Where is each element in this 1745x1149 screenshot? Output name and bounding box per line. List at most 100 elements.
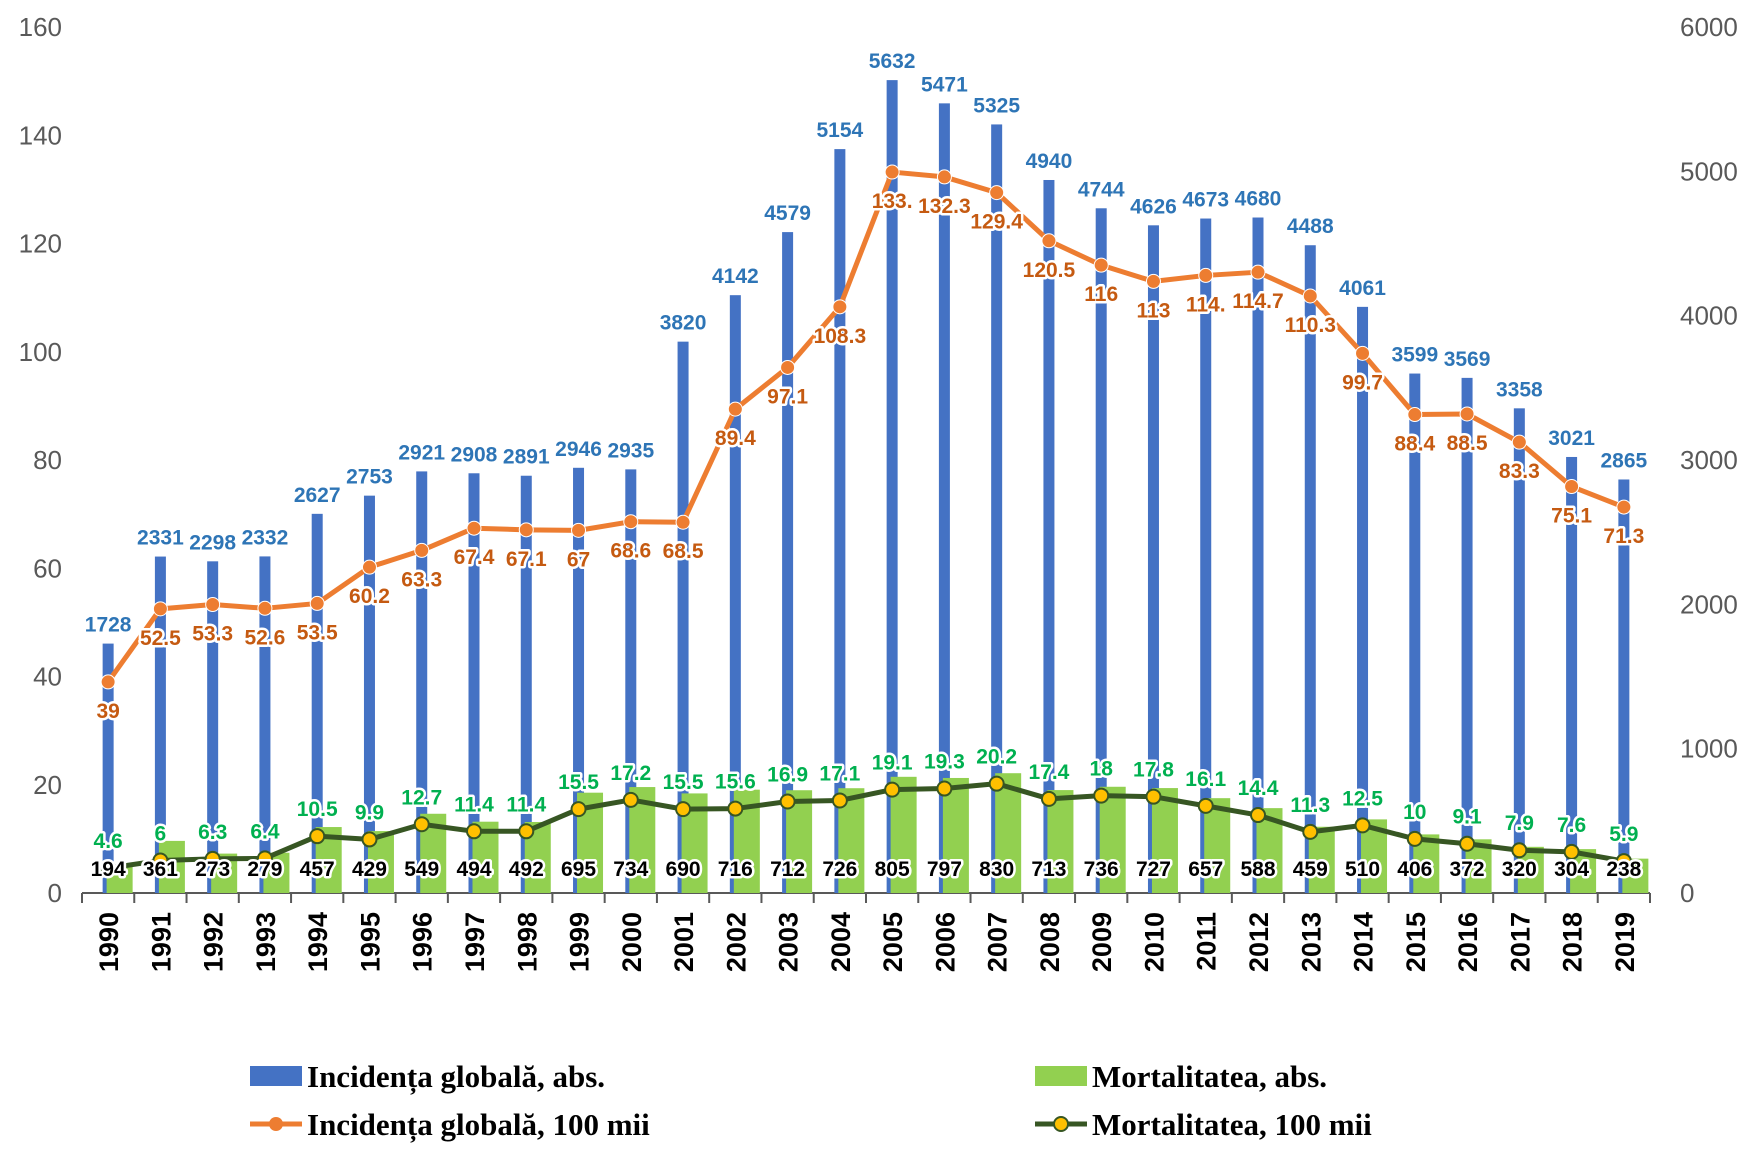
label-incidence-100k: 67 <box>567 548 590 571</box>
point-incidence-100k <box>466 520 482 536</box>
label-mortality-abs: 320 <box>1502 858 1537 881</box>
label-incidence-abs: 4061 <box>1339 277 1386 300</box>
point-incidence-100k <box>1564 479 1580 495</box>
bar-incidence-abs <box>1252 217 1264 893</box>
label-incidence-100k: 63.3 <box>401 568 442 591</box>
label-mortality-100k: 7.6 <box>1557 814 1586 837</box>
label-incidence-100k: 114.7 <box>1232 290 1283 313</box>
label-incidence-100k: 99.7 <box>1342 371 1383 394</box>
label-mortality-abs: 459 <box>1293 858 1328 881</box>
x-axis-category-label: 2008 <box>1035 912 1065 972</box>
x-axis-category-label: 1998 <box>512 912 542 972</box>
point-incidence-100k <box>623 514 639 530</box>
label-incidence-abs: 2332 <box>242 526 289 549</box>
bar-incidence-abs <box>102 643 114 893</box>
point-mortality-100k <box>884 781 901 798</box>
bar-incidence-abs <box>1566 456 1578 893</box>
point-incidence-100k <box>152 601 168 617</box>
point-mortality-100k <box>1040 790 1057 807</box>
label-mortality-abs: 273 <box>195 858 230 881</box>
point-incidence-100k <box>1041 233 1057 249</box>
label-incidence-100k: 52.6 <box>244 626 285 649</box>
label-incidence-100k: 53.5 <box>297 621 338 644</box>
label-mortality-abs: 194 <box>91 858 126 881</box>
line-incidence-100k <box>106 169 1625 684</box>
label-mortality-abs: 830 <box>979 858 1014 881</box>
point-mortality-100k <box>518 823 535 840</box>
label-mortality-100k: 4.6 <box>94 830 123 853</box>
label-mortality-abs: 690 <box>666 858 701 881</box>
legend-label-incidence-100k: Incidența globală, 100 mii <box>307 1107 650 1143</box>
point-mortality-100k <box>779 793 796 810</box>
label-mortality-100k: 12.7 <box>401 786 442 809</box>
x-axis-category-label: 2018 <box>1558 912 1588 972</box>
bar-incidence-abs <box>1043 179 1055 893</box>
right-axis-tick: 3000 <box>1680 445 1738 475</box>
point-mortality-100k <box>361 831 378 848</box>
bar-incidence-abs <box>1618 479 1630 893</box>
point-incidence-100k <box>100 674 116 690</box>
label-incidence-100k: 75.1 <box>1551 505 1592 528</box>
point-incidence-100k <box>1250 264 1266 280</box>
label-incidence-100k: 132.3 <box>918 195 971 218</box>
label-mortality-100k: 11.4 <box>506 793 546 816</box>
bar-mortality-abs <box>1204 798 1231 893</box>
label-incidence-100k: 110.3 <box>1285 314 1336 337</box>
right-axis-tick: 6000 <box>1680 12 1738 42</box>
label-incidence-abs: 2627 <box>294 484 341 507</box>
label-mortality-abs: 457 <box>300 858 335 881</box>
label-mortality-abs: 494 <box>456 858 491 881</box>
left-axis-tick: 40 <box>33 662 62 692</box>
label-mortality-100k: 19.3 <box>924 751 965 774</box>
bar-incidence-abs <box>259 556 271 893</box>
label-incidence-abs: 4626 <box>1130 195 1177 218</box>
bar-incidence-abs <box>416 471 428 893</box>
label-mortality-100k: 6.3 <box>198 821 227 844</box>
bar-incidence-abs <box>625 469 637 893</box>
label-mortality-abs: 657 <box>1188 858 1223 881</box>
label-mortality-100k: 15.5 <box>663 771 704 794</box>
label-mortality-abs: 734 <box>613 858 648 881</box>
bar-mortality-abs <box>942 777 969 893</box>
label-mortality-abs: 510 <box>1345 858 1380 881</box>
label-mortality-100k: 7.9 <box>1505 812 1534 835</box>
x-axis-category-label: 1994 <box>303 912 333 972</box>
label-mortality-100k: 19.1 <box>872 752 913 775</box>
point-mortality-100k <box>256 850 273 867</box>
left-axis-tick: 0 <box>48 878 62 908</box>
label-incidence-abs: 3358 <box>1496 378 1543 401</box>
point-mortality-100k <box>622 791 639 808</box>
label-incidence-100k: 71.3 <box>1603 525 1644 548</box>
point-mortality-100k <box>1197 797 1214 814</box>
point-incidence-100k <box>727 401 743 417</box>
label-mortality-100k: 17.2 <box>610 762 651 785</box>
point-incidence-100k <box>1198 267 1214 283</box>
label-mortality-100k: 12.5 <box>1342 787 1383 810</box>
bar-incidence-abs <box>468 473 480 893</box>
point-mortality-100k <box>100 860 117 877</box>
label-incidence-abs: 2865 <box>1601 449 1648 472</box>
point-incidence-100k <box>884 164 900 180</box>
bar-incidence-abs <box>1304 245 1316 893</box>
bar-incidence-abs <box>991 124 1003 894</box>
label-mortality-abs: 549 <box>404 858 439 881</box>
label-incidence-abs: 2891 <box>503 446 550 469</box>
label-mortality-100k: 20.2 <box>976 746 1017 769</box>
x-axis-category-label: 2015 <box>1401 912 1431 972</box>
label-incidence-abs: 5632 <box>869 50 916 73</box>
label-mortality-abs: 805 <box>875 858 910 881</box>
point-incidence-100k <box>675 514 691 530</box>
label-mortality-100k: 11.3 <box>1290 794 1330 817</box>
label-incidence-100k: 129.4 <box>970 211 1023 234</box>
point-mortality-100k <box>1250 807 1266 824</box>
label-mortality-abs: 713 <box>1031 858 1066 881</box>
point-incidence-100k <box>989 185 1005 201</box>
label-incidence-abs: 4488 <box>1287 215 1334 238</box>
label-incidence-100k: 67.1 <box>506 548 547 571</box>
bar-incidence-abs <box>363 495 375 893</box>
label-mortality-100k: 9.1 <box>1452 806 1482 829</box>
bar-mortality-abs <box>1099 786 1126 893</box>
label-mortality-abs: 361 <box>143 858 178 881</box>
x-axis-category-label: 1992 <box>199 912 229 972</box>
